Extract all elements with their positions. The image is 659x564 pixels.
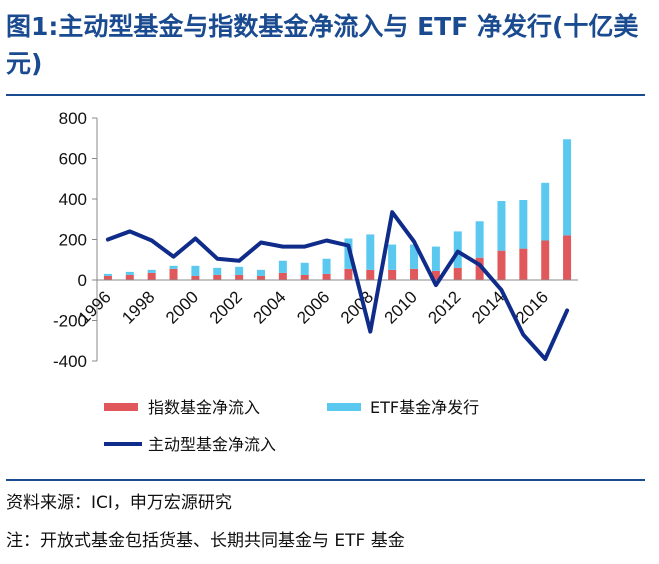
bar-index-2016 (541, 240, 550, 280)
footnote: 注：开放式基金包括货基、长期共同基金与 ETF 基金 (6, 531, 405, 551)
bar-etf-1996 (103, 273, 112, 276)
bar-etf-2008 (366, 234, 375, 270)
point-active-1996 (106, 238, 110, 241)
x-tick-label: 2006 (293, 287, 333, 327)
bar-etf-2004 (278, 260, 287, 273)
line-layer (105, 210, 570, 361)
bar-index-2017 (563, 235, 572, 280)
y-tick-label: 200 (59, 231, 87, 250)
bar-etf-1998 (147, 269, 156, 273)
bar-index-1998 (147, 272, 156, 280)
point-active-2010 (412, 240, 416, 244)
bar-etf-2017 (563, 139, 572, 236)
legend-label-index: 指数基金净流入 (148, 398, 260, 417)
bar-etf-2010 (410, 244, 419, 269)
x-tick-label: 1996 (75, 287, 115, 327)
point-active-1999 (172, 255, 176, 259)
bar-index-2010 (410, 268, 419, 280)
y-tick-label: -200 (53, 312, 87, 331)
bar-index-1999 (169, 268, 178, 280)
legend-swatch-index (104, 403, 138, 411)
bar-index-1996 (103, 275, 112, 280)
legend-label-active: 主动型基金净流入 (148, 435, 276, 454)
point-active-2013 (478, 263, 482, 267)
bar-index-2014 (497, 250, 506, 280)
y-tick-label: -400 (53, 352, 87, 371)
bar-index-2001 (213, 274, 222, 280)
line-active-funds (105, 210, 570, 361)
point-active-2015 (521, 333, 525, 337)
legend-swatch-etf (327, 403, 361, 411)
bar-index-2003 (256, 275, 265, 280)
bar-index-2013 (475, 257, 484, 280)
bar-index-2012 (453, 267, 462, 280)
bar-index-2005 (300, 274, 309, 280)
x-tick-label: 1998 (118, 287, 158, 327)
point-active-2000 (193, 236, 197, 240)
point-active-2011 (434, 283, 438, 287)
legend-label-etf: ETF基金净发行 (370, 398, 479, 417)
y-tick-label: 800 (59, 109, 87, 128)
point-active-2001 (215, 257, 219, 261)
bar-index-2006 (322, 273, 331, 280)
footer-divider (6, 479, 645, 481)
bar-etf-2011 (431, 246, 440, 271)
legend: 指数基金净流入 ETF基金净发行 主动型基金净流入 (104, 398, 479, 454)
bar-etf-2013 (475, 221, 484, 258)
point-active-2016 (543, 357, 547, 361)
point-active-2008 (368, 330, 372, 334)
bar-layer (103, 139, 572, 280)
point-active-2007 (346, 244, 350, 248)
point-active-2005 (303, 245, 307, 249)
bar-index-1997 (125, 274, 134, 280)
point-active-1997 (128, 229, 132, 233)
point-active-2004 (281, 245, 285, 249)
y-tick-label: 0 (78, 271, 87, 290)
bar-index-2011 (431, 270, 440, 280)
point-active-2006 (325, 239, 329, 243)
point-active-1998 (150, 239, 154, 243)
point-active-2014 (499, 288, 503, 292)
point-active-2003 (259, 241, 263, 245)
bar-etf-2000 (191, 265, 200, 276)
title-divider (6, 94, 645, 96)
bar-index-2007 (344, 268, 353, 280)
source-note: 资料来源：ICI，申万宏源研究 (6, 493, 232, 513)
bar-etf-2003 (256, 269, 265, 276)
bar-index-2002 (235, 274, 244, 280)
point-active-2012 (456, 250, 460, 254)
bar-etf-2006 (322, 258, 331, 274)
bar-etf-2001 (213, 267, 222, 275)
chart-title: 图1:主动型基金与指数基金净流入与 ETF 净发行(十亿美元) (6, 12, 639, 78)
bar-etf-1997 (125, 271, 134, 275)
x-tick-label: 2012 (424, 287, 464, 327)
bar-index-2000 (191, 275, 200, 280)
bar-index-2008 (366, 269, 375, 280)
bar-etf-2005 (300, 262, 309, 275)
x-tick-label: 2010 (381, 287, 421, 327)
bar-index-2004 (278, 272, 287, 280)
bar-etf-2015 (519, 200, 528, 249)
y-tick-label: 600 (59, 150, 87, 169)
point-active-2009 (390, 210, 394, 214)
y-tick-label: 400 (59, 190, 87, 209)
bar-etf-2002 (235, 266, 244, 275)
point-active-2002 (237, 259, 241, 263)
x-tick-label: 2000 (162, 287, 202, 327)
bar-index-2015 (519, 248, 528, 280)
bar-index-2009 (388, 269, 397, 280)
x-tick-label: 2002 (206, 287, 246, 327)
x-tick-label: 2004 (249, 287, 289, 327)
point-active-2017 (565, 308, 569, 312)
bar-etf-2014 (497, 201, 506, 251)
bar-etf-1999 (169, 265, 178, 269)
bar-etf-2016 (541, 182, 550, 241)
bar-etf-2009 (388, 244, 397, 270)
